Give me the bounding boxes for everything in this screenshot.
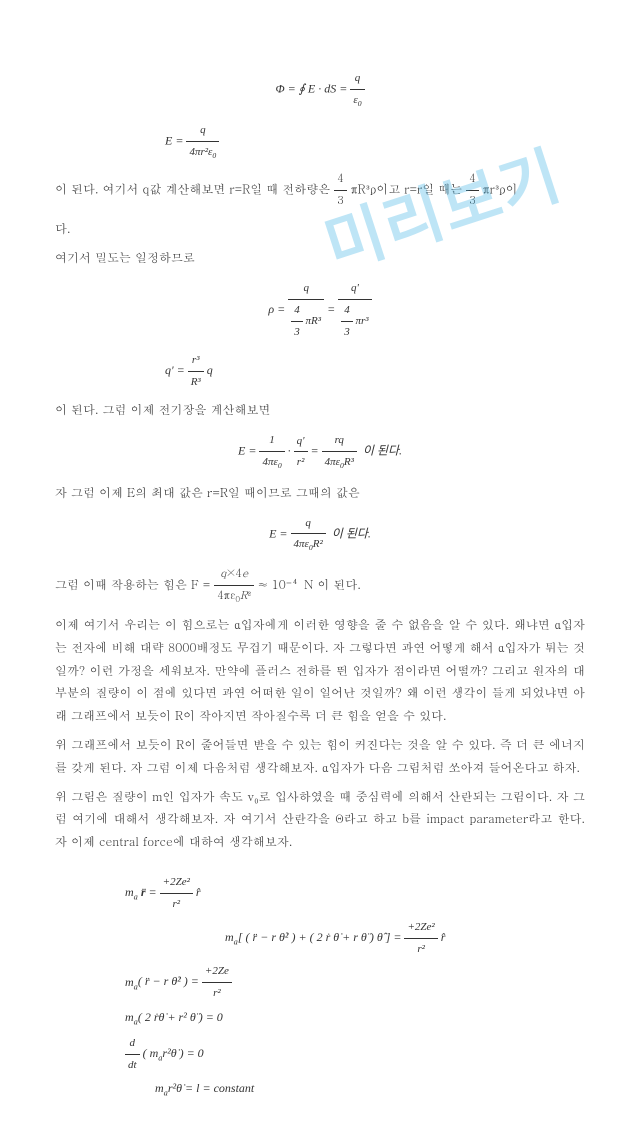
eq-m2: ma[ ( r̈ − r θ̇² ) + ( 2 ṙ θ̇ + r θ̈ ) θ… — [55, 917, 585, 960]
para-6: 이제 여기서 우리는 이 힘으로는 α입자에게 이러한 영향을 줄 수 없음을 … — [55, 614, 585, 728]
equation-phi: Φ = ∮ E · dS = qε0 — [55, 68, 585, 112]
equation-E1: E = q4πr²ε0 — [55, 120, 585, 164]
para-5: 그럼 이때 작용하는 힘은 F = q×4e4πε0R² ≈ 10⁻⁴N 이 된… — [55, 564, 585, 608]
eq-m1: ma r̈ = +2Ze²r² r̂ — [55, 872, 585, 915]
text: ≈ 10⁻⁴N 이 된다. — [258, 576, 361, 593]
eq-m4: ma( 2 ṙθ̇ + r² θ̈ ) = 0 — [55, 1006, 585, 1030]
equation-rho: ρ = q43 πR³ = q'43 πr³ — [55, 278, 585, 343]
para-1: 이 된다. 여기서 q값 계산해보면 r=R일 때 전하량은 43 πR³ρ이고… — [55, 169, 585, 212]
eq-m6: mar²θ̇ = l = constant — [55, 1077, 585, 1101]
text: 그럼 이때 작용하는 힘은 F = — [55, 576, 214, 593]
frac-4-3a: 43 — [334, 169, 347, 212]
eq-m3: ma( r̈ − r θ̇² ) = +2Zer² — [55, 961, 585, 1004]
para-2: 여기서 밀도는 일정하므로 — [55, 247, 585, 270]
frac-4-3b: 43 — [466, 169, 479, 212]
para-7: 위 그래프에서 보듯이 R이 줄어들면 받을 수 있는 힘이 커진다는 것을 알… — [55, 734, 585, 780]
text: πr³ρ이 — [483, 181, 518, 198]
text: 이 된다. 여기서 q값 계산해보면 r=R일 때 전하량은 — [55, 181, 334, 198]
para-4: 자 그럼 이제 E의 최대 값은 r=R일 때이므로 그때의 값은 — [55, 482, 585, 505]
document-page: Φ = ∮ E · dS = qε0 E = q4πr²ε0 이 된다. 여기서… — [0, 0, 640, 1144]
para-8: 위 그림은 질량이 m인 입자가 속도 v₀로 입사하였을 때 중심력에 의해서… — [55, 786, 585, 854]
equation-Emax: E = q4πε0R² 이 된다. — [55, 513, 585, 557]
para-1d: 다. — [55, 218, 585, 241]
equation-qprime: q' = r³R³ q — [55, 350, 585, 393]
eq-m5: ddt ( mar²θ̇ ) = 0 — [55, 1033, 585, 1076]
para-3: 이 된다. 그럼 이제 전기장을 계산해보면 — [55, 399, 585, 422]
text: πR³ρ이고 r=r일 때는 — [351, 181, 466, 198]
force-frac: q×4e4πε0R² — [214, 564, 254, 608]
equation-E2: E = 14πε0 · q'r² = rq4πε0R³ 이 된다. — [55, 430, 585, 474]
